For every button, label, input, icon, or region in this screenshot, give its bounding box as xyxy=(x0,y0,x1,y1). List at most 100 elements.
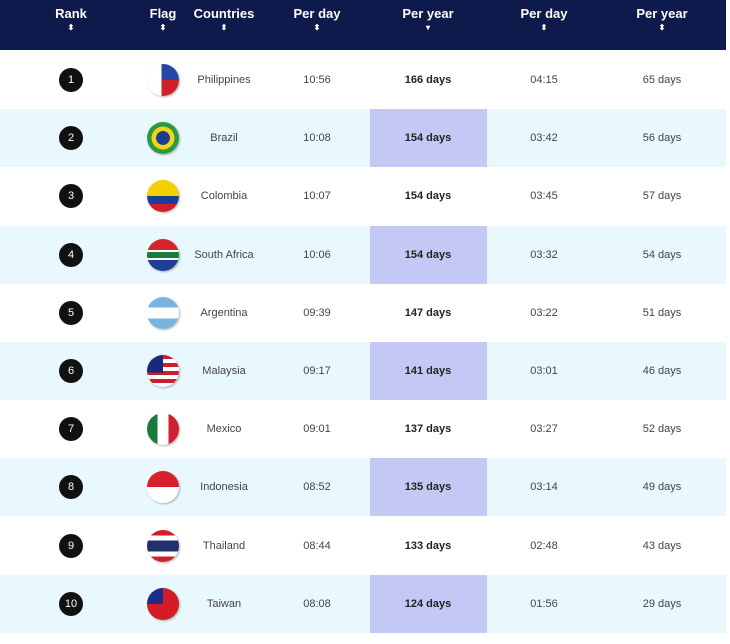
cell-per-day-1: 08:52 xyxy=(303,481,331,494)
rank-badge: 1 xyxy=(59,68,83,92)
sort-icon[interactable]: ⬍ xyxy=(67,23,75,32)
cell-per-year-2: 57 days xyxy=(642,190,682,203)
rank-badge: 7 xyxy=(59,417,83,442)
rank-badge: 6 xyxy=(59,359,83,383)
highlight-cell xyxy=(370,574,487,633)
table-row: 8 Indonesia 08:52 135 days 03:14 49 days xyxy=(0,458,726,517)
table-row: 6 Malaysia 09:17 141 days 03:01 46 days xyxy=(0,342,726,400)
flag-icon xyxy=(147,529,179,562)
column-header-label: Per day xyxy=(293,6,341,21)
cell-per-year-1: 154 days xyxy=(404,248,452,261)
cell-per-year-2: 49 days xyxy=(642,481,682,494)
cell-per-year-2: 54 days xyxy=(642,248,682,261)
column-header-label: Rank xyxy=(55,6,87,21)
table-header: Rank ⬍ Flag ⬍ Countries ⬍ Per day ⬍ Per year ▾ Per… xyxy=(0,0,726,50)
table-row: 1 Philippines 10:56 166 days 04:15 65 days xyxy=(0,51,726,109)
sort-icon[interactable]: ▾ xyxy=(425,23,431,32)
cell-per-day-2: 03:01 xyxy=(530,365,558,377)
sort-icon[interactable]: ⬍ xyxy=(159,23,167,32)
rank-badge: 4 xyxy=(59,242,83,267)
cell-per-year-2: 56 days xyxy=(642,132,682,145)
cell-per-year-1: 166 days xyxy=(404,74,452,86)
cell-country: Indonesia xyxy=(200,481,248,494)
cell-per-day-2: 01:56 xyxy=(530,597,558,610)
flag-icon xyxy=(147,180,179,213)
cell-per-year-2: 46 days xyxy=(642,365,682,377)
highlight-cell xyxy=(370,458,487,517)
cell-per-day-1: 10:07 xyxy=(303,190,331,203)
flag-icon xyxy=(147,587,179,620)
sort-icon[interactable]: ⬍ xyxy=(313,23,321,32)
column-header-label: Per day xyxy=(520,6,568,21)
column-header[interactable]: Per year ⬍ xyxy=(636,6,687,32)
column-header-label: Per year xyxy=(402,6,454,21)
cell-per-day-2: 02:48 xyxy=(530,539,558,552)
cell-per-year-1: 135 days xyxy=(404,481,452,494)
cell-per-day-2: 03:14 xyxy=(530,481,558,494)
cell-country: Brazil xyxy=(210,132,238,145)
flag-icon xyxy=(147,471,179,504)
highlight-cell xyxy=(370,342,487,400)
cell-per-year-1: 133 days xyxy=(404,539,452,552)
table-row: 9 Thailand 08:44 133 days 02:48 43 days xyxy=(0,517,726,575)
column-header[interactable]: Per day ⬍ xyxy=(521,6,568,32)
sort-icon[interactable]: ⬍ xyxy=(658,23,666,32)
cell-country: Taiwan xyxy=(206,597,242,610)
cell-per-year-1: 154 days xyxy=(404,132,452,145)
cell-per-year-1: 141 days xyxy=(404,365,452,377)
sort-icon[interactable]: ⬍ xyxy=(220,23,228,32)
cell-per-year-2: 43 days xyxy=(642,539,682,552)
cell-per-day-2: 03:45 xyxy=(530,190,558,203)
cell-per-year-2: 52 days xyxy=(642,423,682,436)
cell-country: Malaysia xyxy=(202,365,246,377)
cell-per-year-2: 29 days xyxy=(642,597,682,610)
cell-per-day-1: 09:17 xyxy=(303,365,331,377)
column-header[interactable]: Per day ⬍ xyxy=(294,6,341,32)
rank-badge: 5 xyxy=(59,300,83,325)
table-row: 2 Brazil 10:08 154 days 03:42 56 days xyxy=(0,109,726,168)
column-header[interactable]: Rank ⬍ xyxy=(55,6,87,32)
cell-per-day-2: 03:32 xyxy=(530,248,558,261)
flag-icon xyxy=(147,64,179,96)
highlight-cell xyxy=(370,109,487,168)
flag-icon xyxy=(147,413,179,446)
cell-country: South Africa xyxy=(194,248,254,261)
cell-per-day-2: 03:42 xyxy=(530,132,558,145)
cell-per-day-1: 08:08 xyxy=(303,597,331,610)
cell-country: Argentina xyxy=(200,306,248,319)
rank-badge: 9 xyxy=(59,533,83,558)
rank-badge: 3 xyxy=(59,184,83,209)
table-row: 5 Argentina 09:39 147 days 03:22 51 days xyxy=(0,284,726,342)
cell-per-day-1: 09:39 xyxy=(303,306,331,319)
cell-country: Thailand xyxy=(202,539,246,552)
cell-per-day-1: 08:44 xyxy=(303,539,331,552)
cell-per-day-2: 04:15 xyxy=(530,74,558,86)
cell-per-year-1: 154 days xyxy=(404,190,452,203)
table-row: 10 Taiwan 08:08 124 days 01:56 29 days xyxy=(0,574,726,633)
column-header[interactable]: Countries ⬍ xyxy=(194,6,255,32)
cell-per-day-1: 10:08 xyxy=(303,132,331,145)
rank-badge: 8 xyxy=(59,475,83,500)
flag-icon xyxy=(147,355,179,387)
cell-per-day-1: 10:56 xyxy=(303,74,331,86)
column-header-label: Countries xyxy=(193,6,255,21)
table-row: 7 Mexico 09:01 137 days 03:27 52 days xyxy=(0,400,726,458)
highlight-cell xyxy=(370,225,487,284)
cell-per-day-2: 03:22 xyxy=(530,306,558,319)
cell-per-day-1: 10:06 xyxy=(303,248,331,261)
column-header[interactable]: Flag ⬍ xyxy=(150,6,177,32)
cell-per-year-2: 51 days xyxy=(642,306,682,319)
rank-badge: 2 xyxy=(59,126,83,151)
flag-icon xyxy=(147,122,179,155)
cell-country: Mexico xyxy=(206,423,242,436)
cell-per-day-2: 03:27 xyxy=(530,423,558,436)
flag-icon xyxy=(147,296,179,329)
flag-icon xyxy=(147,238,179,271)
rank-badge: 10 xyxy=(59,591,83,616)
table-row: 3 Colombia 10:07 154 days 03:45 57 days xyxy=(0,167,726,225)
sort-icon[interactable]: ⬍ xyxy=(540,23,548,32)
table-row: 4 South Africa 10:06 154 days 03:32 54 days xyxy=(0,225,726,284)
cell-per-year-1: 147 days xyxy=(404,306,452,319)
cell-per-year-1: 137 days xyxy=(404,423,452,436)
column-header[interactable]: Per year ▾ xyxy=(402,6,453,32)
